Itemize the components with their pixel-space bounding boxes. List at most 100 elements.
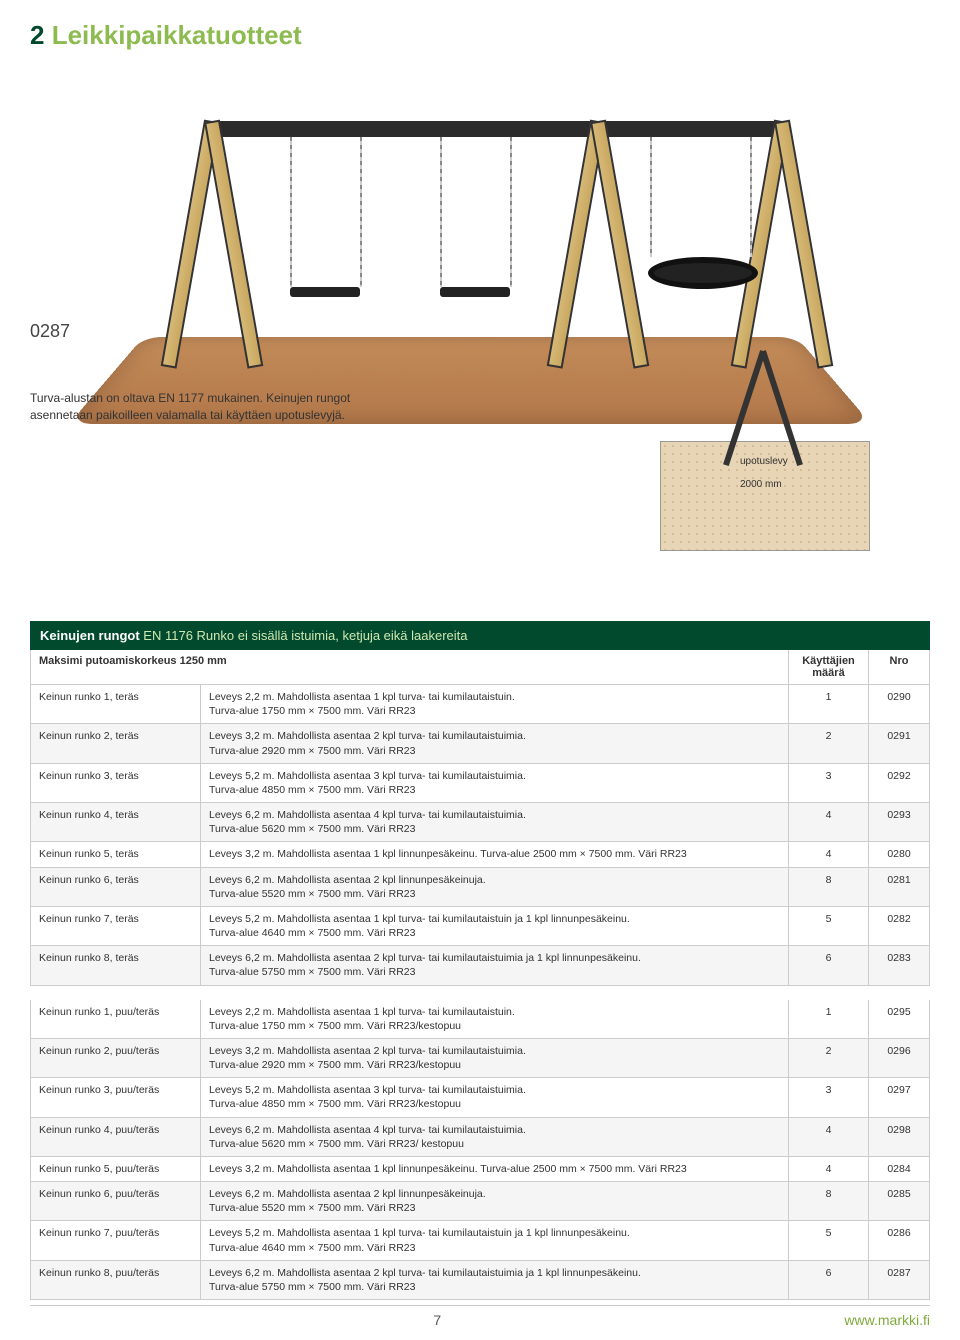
cell-users: 4: [789, 803, 869, 841]
cell-desc: Leveys 3,2 m. Mahdollista asentaa 1 kpl …: [201, 842, 789, 866]
cell-users: 3: [789, 764, 869, 802]
cell-nro: 0286: [869, 1221, 929, 1259]
cell-users: 1: [789, 685, 869, 723]
cell-desc: Leveys 6,2 m. Mahdollista asentaa 2 kpl …: [201, 868, 789, 906]
footer-site: www.markki.fi: [844, 1312, 930, 1328]
cell-nro: 0296: [869, 1039, 929, 1077]
cell-users: 6: [789, 1261, 869, 1299]
cell-name: Keinun runko 6, teräs: [31, 868, 201, 906]
cell-users: 2: [789, 724, 869, 762]
cell-desc: Leveys 5,2 m. Mahdollista asentaa 3 kpl …: [201, 1078, 789, 1116]
cell-nro: 0290: [869, 685, 929, 723]
table-row: Keinun runko 7, puu/teräsLeveys 5,2 m. M…: [30, 1221, 930, 1260]
cell-users: 4: [789, 1157, 869, 1181]
cell-name: Keinun runko 3, teräs: [31, 764, 201, 802]
cell-desc: Leveys 5,2 m. Mahdollista asentaa 1 kpl …: [201, 1221, 789, 1259]
cell-name: Keinun runko 1, teräs: [31, 685, 201, 723]
cell-users: 5: [789, 1221, 869, 1259]
caption: Turva-alustan on oltava EN 1177 mukainen…: [30, 390, 410, 424]
table-row: Keinun runko 8, puu/teräsLeveys 6,2 m. M…: [30, 1261, 930, 1300]
table-1: Keinujen rungot EN 1176 Runko ei sisällä…: [30, 621, 930, 986]
diagram-label-upotuslevy: upotuslevy: [740, 456, 788, 467]
cell-users: 5: [789, 907, 869, 945]
table-row: Keinun runko 2, puu/teräsLeveys 3,2 m. M…: [30, 1039, 930, 1078]
cell-nro: 0287: [869, 1261, 929, 1299]
page-title: 2 Leikkipaikkatuotteet: [30, 20, 930, 51]
cell-nro: 0292: [869, 764, 929, 802]
table-row: Keinun runko 2, teräsLeveys 3,2 m. Mahdo…: [30, 724, 930, 763]
cell-users: 4: [789, 1118, 869, 1156]
cell-desc: Leveys 3,2 m. Mahdollista asentaa 2 kpl …: [201, 1039, 789, 1077]
table-row: Keinun runko 6, puu/teräsLeveys 6,2 m. M…: [30, 1182, 930, 1221]
table-row: Keinun runko 1, teräsLeveys 2,2 m. Mahdo…: [30, 685, 930, 724]
cell-nro: 0293: [869, 803, 929, 841]
section-number: 2: [30, 20, 44, 50]
product-code: 0287: [30, 321, 70, 342]
table-row: Keinun runko 8, teräsLeveys 6,2 m. Mahdo…: [30, 946, 930, 985]
cell-nro: 0281: [869, 868, 929, 906]
table-row: Keinun runko 7, teräsLeveys 5,2 m. Mahdo…: [30, 907, 930, 946]
cell-name: Keinun runko 2, teräs: [31, 724, 201, 762]
cell-nro: 0285: [869, 1182, 929, 1220]
cell-users: 2: [789, 1039, 869, 1077]
cell-name: Keinun runko 4, puu/teräs: [31, 1118, 201, 1156]
page-footer: 7 www.markki.fi: [30, 1305, 930, 1328]
cell-name: Keinun runko 1, puu/teräs: [31, 1000, 201, 1038]
cell-desc: Leveys 2,2 m. Mahdollista asentaa 1 kpl …: [201, 685, 789, 723]
cell-desc: Leveys 5,2 m. Mahdollista asentaa 3 kpl …: [201, 764, 789, 802]
col-nro: Nro: [869, 650, 929, 684]
cell-nro: 0283: [869, 946, 929, 984]
cell-nro: 0298: [869, 1118, 929, 1156]
table-title: Keinujen rungot EN 1176 Runko ei sisällä…: [30, 621, 930, 650]
cell-name: Keinun runko 2, puu/teräs: [31, 1039, 201, 1077]
cell-users: 4: [789, 842, 869, 866]
diagram-label-depth: 2000 mm: [740, 479, 782, 490]
cell-name: Keinun runko 7, teräs: [31, 907, 201, 945]
cell-nro: 0297: [869, 1078, 929, 1116]
cell-desc: Leveys 3,2 m. Mahdollista asentaa 1 kpl …: [201, 1157, 789, 1181]
table-2: Keinun runko 1, puu/teräsLeveys 2,2 m. M…: [30, 1000, 930, 1301]
page-number: 7: [433, 1312, 441, 1328]
table-title-light: EN 1176 Runko ei sisällä istuimia, ketju…: [143, 628, 467, 643]
table-row: Keinun runko 5, teräsLeveys 3,2 m. Mahdo…: [30, 842, 930, 867]
cell-nro: 0284: [869, 1157, 929, 1181]
cell-users: 8: [789, 868, 869, 906]
table-row: Keinun runko 4, puu/teräsLeveys 6,2 m. M…: [30, 1118, 930, 1157]
cell-name: Keinun runko 8, teräs: [31, 946, 201, 984]
cell-nro: 0282: [869, 907, 929, 945]
cell-name: Keinun runko 8, puu/teräs: [31, 1261, 201, 1299]
caption-line: asennetaan paikoilleen valamalla tai käy…: [30, 407, 410, 424]
cell-desc: Leveys 6,2 m. Mahdollista asentaa 4 kpl …: [201, 803, 789, 841]
cell-desc: Leveys 6,2 m. Mahdollista asentaa 2 kpl …: [201, 946, 789, 984]
table-row: Keinun runko 6, teräsLeveys 6,2 m. Mahdo…: [30, 868, 930, 907]
cell-nro: 0280: [869, 842, 929, 866]
cell-users: 6: [789, 946, 869, 984]
cell-name: Keinun runko 5, puu/teräs: [31, 1157, 201, 1181]
col-users: Käyttäjien määrä: [789, 650, 869, 684]
cell-name: Keinun runko 7, puu/teräs: [31, 1221, 201, 1259]
cell-nro: 0291: [869, 724, 929, 762]
cell-desc: Leveys 2,2 m. Mahdollista asentaa 1 kpl …: [201, 1000, 789, 1038]
table-subhead: Maksimi putoamiskorkeus 1250 mm Käyttäji…: [30, 650, 930, 685]
caption-line: Turva-alustan on oltava EN 1177 mukainen…: [30, 390, 410, 407]
cell-desc: Leveys 3,2 m. Mahdollista asentaa 2 kpl …: [201, 724, 789, 762]
cell-desc: Leveys 5,2 m. Mahdollista asentaa 1 kpl …: [201, 907, 789, 945]
cell-desc: Leveys 6,2 m. Mahdollista asentaa 4 kpl …: [201, 1118, 789, 1156]
installation-diagram: upotuslevy 2000 mm: [660, 401, 870, 551]
table-row: Keinun runko 4, teräsLeveys 6,2 m. Mahdo…: [30, 803, 930, 842]
cell-users: 8: [789, 1182, 869, 1220]
swing-frame: [210, 121, 790, 381]
table-row: Keinun runko 5, puu/teräsLeveys 3,2 m. M…: [30, 1157, 930, 1182]
table-title-bold: Keinujen rungot: [40, 628, 140, 643]
table-row: Keinun runko 3, teräsLeveys 5,2 m. Mahdo…: [30, 764, 930, 803]
subhead-left: Maksimi putoamiskorkeus 1250 mm: [31, 650, 789, 684]
cell-name: Keinun runko 4, teräs: [31, 803, 201, 841]
cell-name: Keinun runko 5, teräs: [31, 842, 201, 866]
table-row: Keinun runko 1, puu/teräsLeveys 2,2 m. M…: [30, 1000, 930, 1039]
cell-name: Keinun runko 6, puu/teräs: [31, 1182, 201, 1220]
cell-nro: 0295: [869, 1000, 929, 1038]
cell-users: 1: [789, 1000, 869, 1038]
cell-desc: Leveys 6,2 m. Mahdollista asentaa 2 kpl …: [201, 1261, 789, 1299]
table-row: Keinun runko 3, puu/teräsLeveys 5,2 m. M…: [30, 1078, 930, 1117]
section-title: Leikkipaikkatuotteet: [52, 20, 302, 50]
